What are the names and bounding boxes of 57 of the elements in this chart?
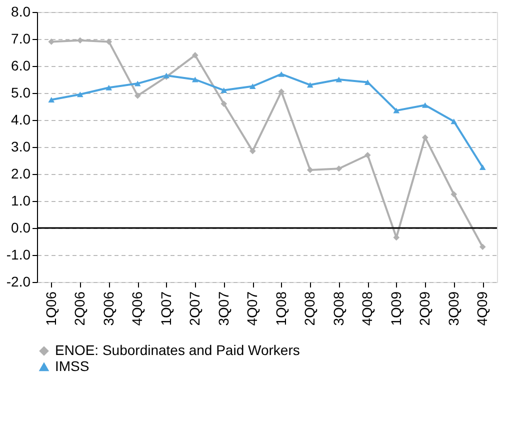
- point: [249, 84, 256, 89]
- x-tick-label: 1Q09: [388, 291, 404, 326]
- point: [48, 97, 55, 102]
- point: [422, 134, 428, 141]
- y-tick-label: -2.0: [6, 274, 31, 290]
- x-tick-label: 3Q08: [330, 291, 346, 326]
- point: [220, 100, 228, 107]
- y-tick-label: 5.0: [11, 84, 31, 100]
- point: [479, 164, 486, 170]
- point: [336, 165, 342, 172]
- point: [364, 152, 371, 158]
- y-tick-label: 7.0: [11, 30, 31, 46]
- x-tick-label: 3Q06: [100, 291, 116, 326]
- legend-label: ENOE: Subordinates and Paid Workers: [55, 342, 300, 358]
- x-tick-label: 2Q08: [302, 291, 318, 326]
- y-tick-label: 1.0: [11, 192, 31, 208]
- point: [134, 92, 141, 99]
- point: [192, 76, 198, 82]
- x-tick-label: 2Q09: [416, 291, 433, 326]
- x-tick-label: 4Q07: [244, 291, 260, 326]
- point: [278, 88, 285, 95]
- point: [393, 108, 400, 114]
- y-tick-label: 0.0: [11, 220, 31, 236]
- x-tick-label: 4Q06: [129, 291, 146, 326]
- point: [422, 102, 428, 108]
- point: [48, 38, 55, 45]
- x-tick-label: 1Q07: [158, 291, 174, 326]
- point: [106, 38, 112, 45]
- point: [192, 52, 198, 58]
- x-tick-label: 4Q08: [359, 291, 376, 326]
- x-tick-label: 1Q06: [42, 291, 59, 326]
- y-tick-label: -1.0: [6, 246, 31, 262]
- legend-label: IMSS: [55, 358, 90, 374]
- point: [336, 76, 342, 82]
- point: [450, 118, 458, 124]
- point: [306, 82, 314, 88]
- x-tick-label: 2Q06: [72, 291, 88, 326]
- point: [278, 71, 285, 77]
- x-tick-label: 2Q07: [186, 291, 203, 326]
- point: [364, 79, 371, 85]
- y-tick-label: 6.0: [11, 58, 31, 74]
- point: [220, 88, 228, 94]
- x-tick-label: 3Q09: [445, 291, 462, 326]
- point: [106, 84, 112, 90]
- point: [134, 80, 141, 86]
- x-tick-label: 3Q07: [215, 291, 232, 326]
- point: [249, 148, 256, 154]
- y-tick-label: 2.0: [11, 166, 31, 182]
- point: [306, 166, 314, 174]
- x-tick-label: 1Q08: [272, 291, 289, 326]
- point: [76, 92, 84, 98]
- point: [479, 244, 486, 250]
- y-tick-label: 4.0: [11, 112, 31, 128]
- y-tick-label: 3.0: [11, 138, 31, 154]
- point: [450, 191, 458, 198]
- y-tick-label: 8.0: [11, 4, 31, 20]
- x-tick-label: 4Q09: [474, 291, 490, 326]
